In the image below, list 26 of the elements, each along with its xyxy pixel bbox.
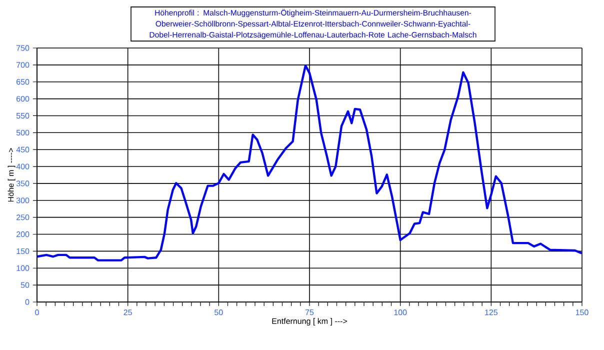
y-tick-label: 700 — [16, 62, 30, 68]
x-tick-label: 75 — [305, 310, 314, 316]
y-tick-label: 450 — [16, 146, 30, 152]
y-tick-label: 100 — [16, 265, 30, 271]
y-tick-label: 750 — [16, 45, 30, 51]
y-tick-label: 400 — [16, 164, 30, 170]
y-tick-label: 500 — [16, 130, 30, 136]
y-tick-label: 350 — [16, 180, 30, 186]
x-tick-label: 150 — [576, 310, 588, 316]
x-tick-label: 50 — [214, 310, 223, 316]
y-tick-label: 550 — [16, 112, 30, 119]
y-axis-title: Höhe [ m ] ----> — [8, 148, 16, 202]
x-tick-label: 125 — [485, 310, 498, 316]
y-tick-label: 250 — [16, 214, 30, 220]
y-tick-label: 150 — [16, 248, 30, 254]
y-tick-label: 600 — [16, 96, 30, 102]
y-tick-label: 0 — [25, 299, 30, 305]
y-tick-label: 300 — [16, 198, 30, 204]
y-tick-label: 50 — [20, 282, 30, 288]
y-tick-label: 200 — [16, 231, 30, 238]
x-tick-label: 25 — [124, 310, 132, 316]
x-axis-title: Entfernung [ km ] ---> — [272, 318, 348, 326]
x-tick-label: 0 — [35, 310, 39, 316]
line-series — [36, 64, 583, 262]
x-tick-label: 100 — [394, 310, 407, 316]
y-tick-label: 650 — [16, 79, 30, 85]
